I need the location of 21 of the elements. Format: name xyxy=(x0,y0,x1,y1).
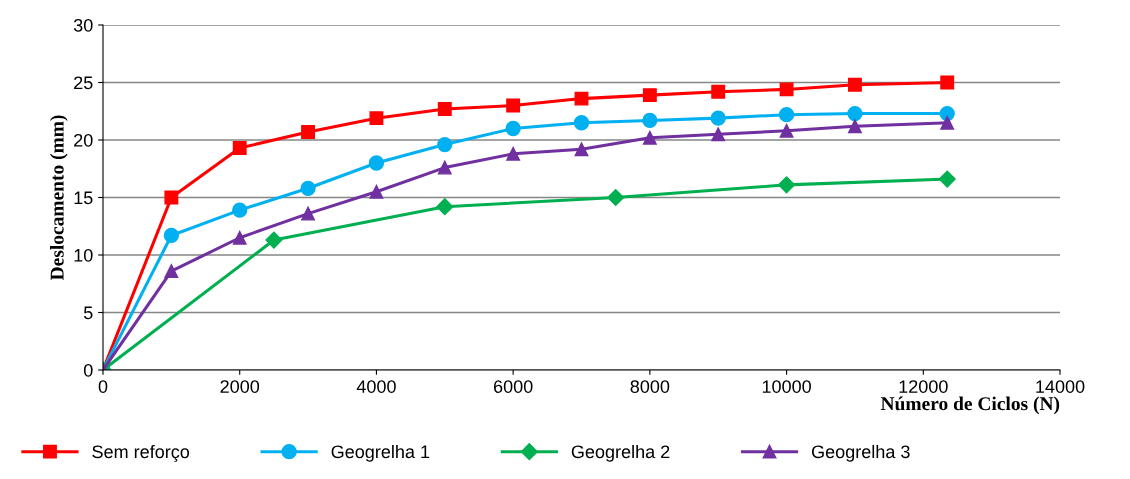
y-tick-label: 0 xyxy=(83,363,93,377)
x-tick-label: 14000 xyxy=(1036,380,1085,393)
x-tick-label: 8000 xyxy=(630,380,670,393)
x-tick-label: 6000 xyxy=(493,380,533,393)
x-tick-label: 2000 xyxy=(220,380,260,393)
y-tick-label: 10 xyxy=(74,248,93,262)
y-tick-label: 25 xyxy=(74,76,93,90)
legend-label: Geogrelha 3 xyxy=(811,444,910,462)
legend-label: Geogrelha 2 xyxy=(571,444,670,462)
x-tick-label: 0 xyxy=(98,380,108,393)
x-axis-title: Número de Ciclos (N) xyxy=(880,396,1060,415)
y-tick-label: 5 xyxy=(83,306,93,320)
legend-label: Sem reforço xyxy=(92,444,190,462)
y-tick-label: 20 xyxy=(74,133,93,147)
x-tick-label: 10000 xyxy=(762,380,811,393)
x-tick-label: 12000 xyxy=(899,380,948,393)
y-tick-label: 30 xyxy=(73,18,93,32)
x-tick-label: 4000 xyxy=(356,380,396,393)
y-tick-label: 15 xyxy=(74,191,93,205)
legend-label: Geogrelha 1 xyxy=(331,444,430,462)
y-axis-title: Deslocamento (mm) xyxy=(50,115,68,281)
